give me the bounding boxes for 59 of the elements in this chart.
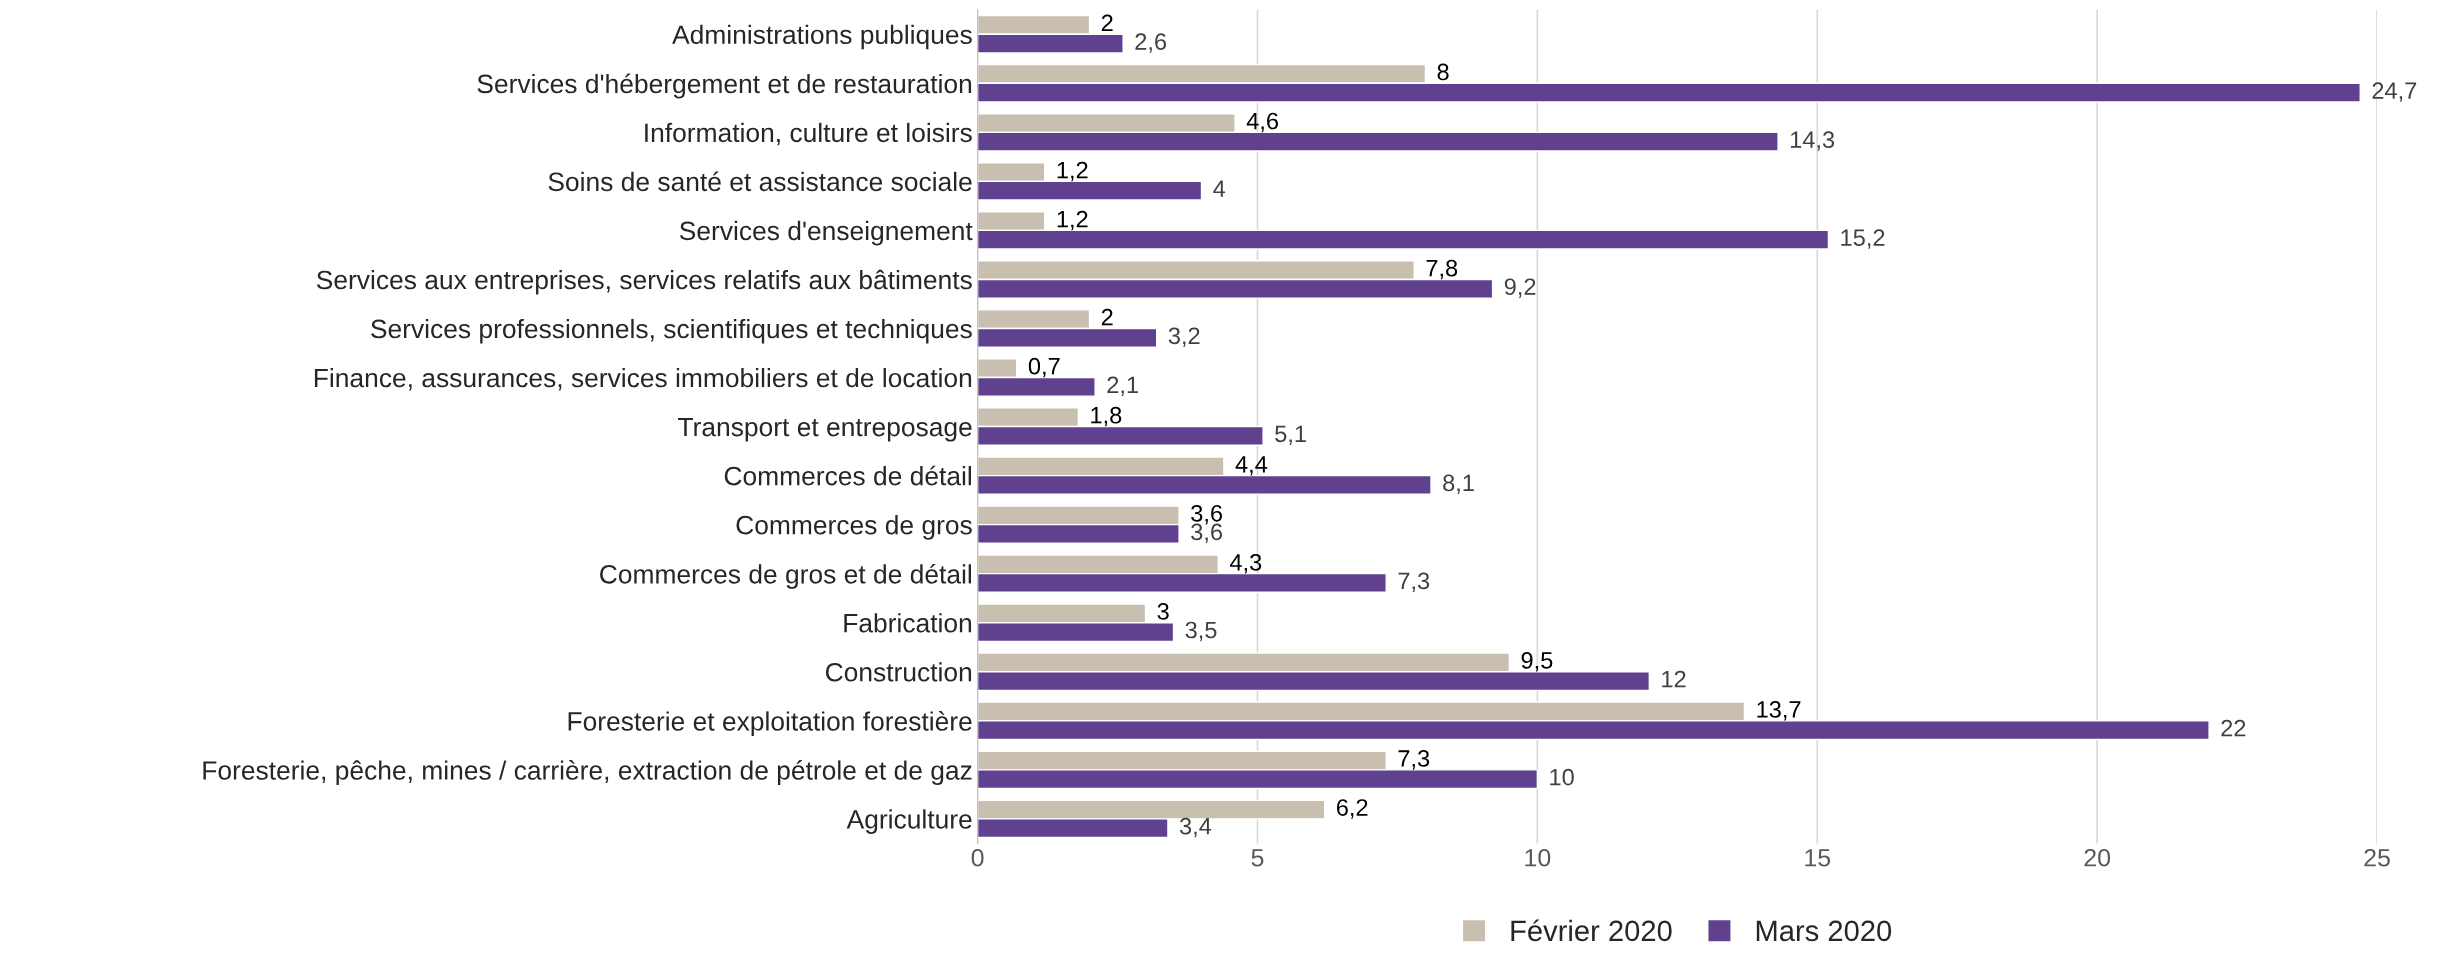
data-label: 7,3	[1398, 750, 1430, 770]
data-label: 7,8	[1426, 259, 1458, 280]
data-label: 2,6	[1135, 33, 1167, 53]
y-tick-label: Commerces de gros	[736, 515, 972, 540]
y-tick-label: Commerces de gros et de détail	[600, 563, 971, 589]
data-label: 4	[1213, 180, 1226, 197]
y-tick-label: Services professionnels, scientifiques et techniques	[371, 318, 972, 344]
y-tick-label: Services d'enseignement	[679, 220, 973, 246]
data-label: 2,1	[1107, 376, 1138, 396]
data-label: 1,8	[1091, 406, 1122, 427]
y-tick-label: Services aux entreprises, services relatifs aux bâtiments	[316, 269, 972, 295]
data-label: 4,6	[1246, 112, 1278, 133]
data-label: 3	[1157, 603, 1169, 620]
data-label: 9,5	[1521, 652, 1553, 672]
data-label: 1,2	[1057, 161, 1088, 182]
data-label: 22	[2221, 719, 2246, 737]
data-label: 13,7	[1757, 701, 1801, 721]
data-label: 8	[1437, 63, 1449, 81]
data-label: 1,2	[1057, 210, 1088, 231]
legend-label: Février 2020	[1511, 919, 1672, 942]
y-tick-label: Foresterie, pêche, mines / carrière, extraction de pétrole et de gaz	[203, 760, 972, 786]
x-tick-label: 25	[2364, 848, 2390, 867]
x-tick-label: 5	[1251, 849, 1264, 867]
data-label: 24,7	[2372, 82, 2417, 102]
data-label: 9,2	[1504, 278, 1536, 298]
y-tick-label: Construction	[825, 662, 972, 682]
y-tick-label: Foresterie et exploitation forestière	[568, 711, 972, 736]
data-label: 3,5	[1185, 621, 1217, 642]
data-label: 0,7	[1028, 357, 1060, 378]
data-label: 15,2	[1841, 229, 1885, 249]
y-tick-label: Transport et entreposage	[678, 417, 972, 442]
x-tick-label: 0	[971, 848, 984, 867]
y-tick-label: Soins de santé et assistance sociale	[548, 171, 972, 192]
data-label: 2	[1101, 14, 1113, 32]
data-label: 8,1	[1443, 474, 1474, 495]
y-tick-label: Finance, assurances, services immobiliers et de location	[314, 367, 972, 391]
x-tick-label: 20	[2084, 848, 2111, 867]
data-label: 7,3	[1398, 572, 1430, 593]
x-tick-label: 10	[1525, 848, 1551, 867]
y-tick-label: Commerces de détail	[724, 465, 971, 486]
x-tick-label: 15	[1805, 849, 1831, 867]
data-label: 2	[1101, 308, 1113, 326]
data-label: 12	[1662, 670, 1686, 688]
data-label: 3,2	[1168, 327, 1200, 347]
data-label: 10	[1550, 768, 1574, 786]
data-label: 3,6	[1191, 523, 1223, 544]
y-tick-label: Information, culture et loisirs	[645, 122, 972, 146]
y-tick-label: Agriculture	[846, 809, 972, 834]
legend-label: Mars 2020	[1756, 920, 1892, 942]
y-tick-label: Administrations publiques	[672, 24, 972, 50]
data-label: 3,6	[1191, 504, 1223, 525]
data-label: 6,2	[1336, 799, 1368, 819]
y-tick-label: Services d'hébergement et de restauration	[477, 73, 972, 99]
data-label: 5,1	[1275, 425, 1306, 446]
data-label: 4,3	[1229, 553, 1262, 574]
y-tick-label: Fabrication	[844, 613, 972, 633]
data-label: 14,3	[1790, 131, 1835, 151]
data-label: 3,4	[1179, 817, 1212, 838]
data-label: 4,4	[1235, 456, 1268, 476]
